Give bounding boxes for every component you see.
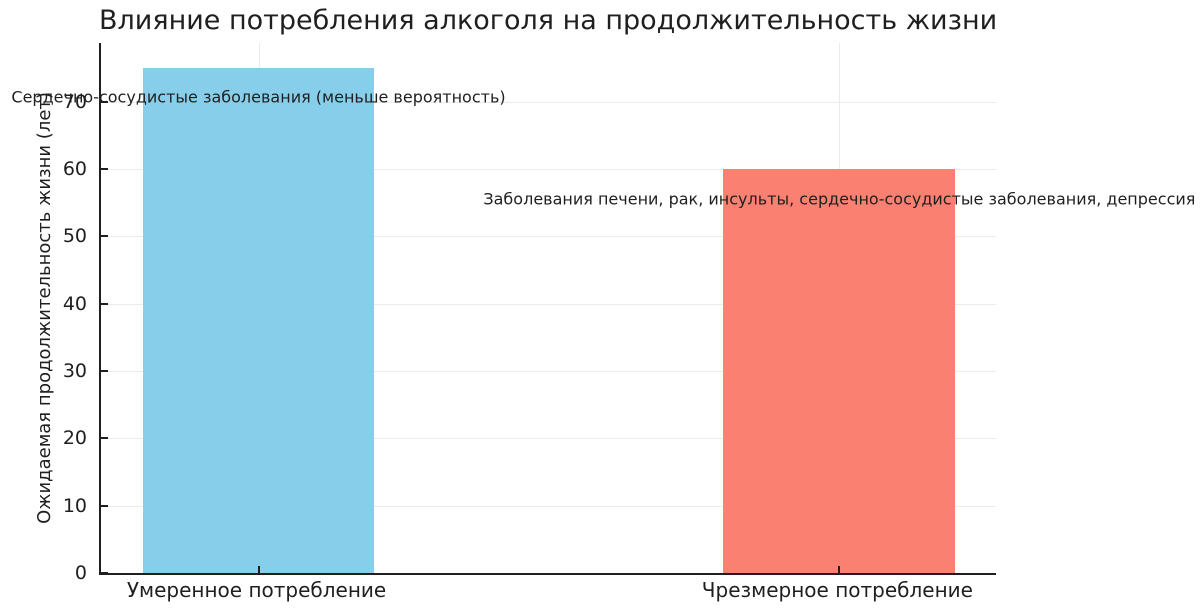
bar-1	[723, 169, 956, 573]
y-tick-label: 0	[74, 562, 87, 584]
y-tick-label: 10	[62, 494, 87, 517]
annotation-1: Заболевания печени, рак, инсульты, серде…	[483, 189, 1196, 209]
x-tick-mark	[257, 566, 260, 573]
y-tick-mark	[101, 302, 108, 305]
h-gridline	[101, 371, 996, 373]
y-tick-label: 30	[62, 360, 87, 383]
y-tick-mark	[101, 100, 108, 103]
y-tick-label: 40	[62, 292, 87, 315]
y-tick-mark	[101, 437, 108, 440]
y-tick-mark	[101, 504, 108, 507]
x-tick-mark	[838, 566, 841, 573]
h-gridline	[101, 169, 996, 171]
x-tick-label: Умеренное потребление	[126, 578, 387, 602]
h-gridline	[101, 101, 996, 103]
y-tick-mark	[101, 370, 108, 373]
plot-area: Сердечно-сосудистые заболевания (меньше …	[11, 43, 1195, 575]
bar-0	[142, 68, 375, 573]
y-tick-label: 20	[62, 427, 87, 450]
h-gridline	[101, 438, 996, 440]
y-tick-label: 60	[62, 158, 87, 181]
h-gridline	[101, 303, 996, 305]
y-tick-mark	[101, 235, 108, 238]
h-gridline	[101, 505, 996, 507]
y-tick-label: 70	[62, 90, 87, 113]
annotation-0: Сердечно-сосудистые заболевания (меньше …	[11, 87, 506, 107]
chart-title: Влияние потребления алкоголя на продолжи…	[99, 5, 998, 36]
y-tick-label: 50	[62, 225, 87, 248]
h-gridline	[101, 236, 996, 238]
y-tick-mark	[101, 572, 108, 574]
x-tick-label: Чрезмерное потребление	[701, 578, 973, 602]
y-tick-mark	[101, 168, 108, 171]
